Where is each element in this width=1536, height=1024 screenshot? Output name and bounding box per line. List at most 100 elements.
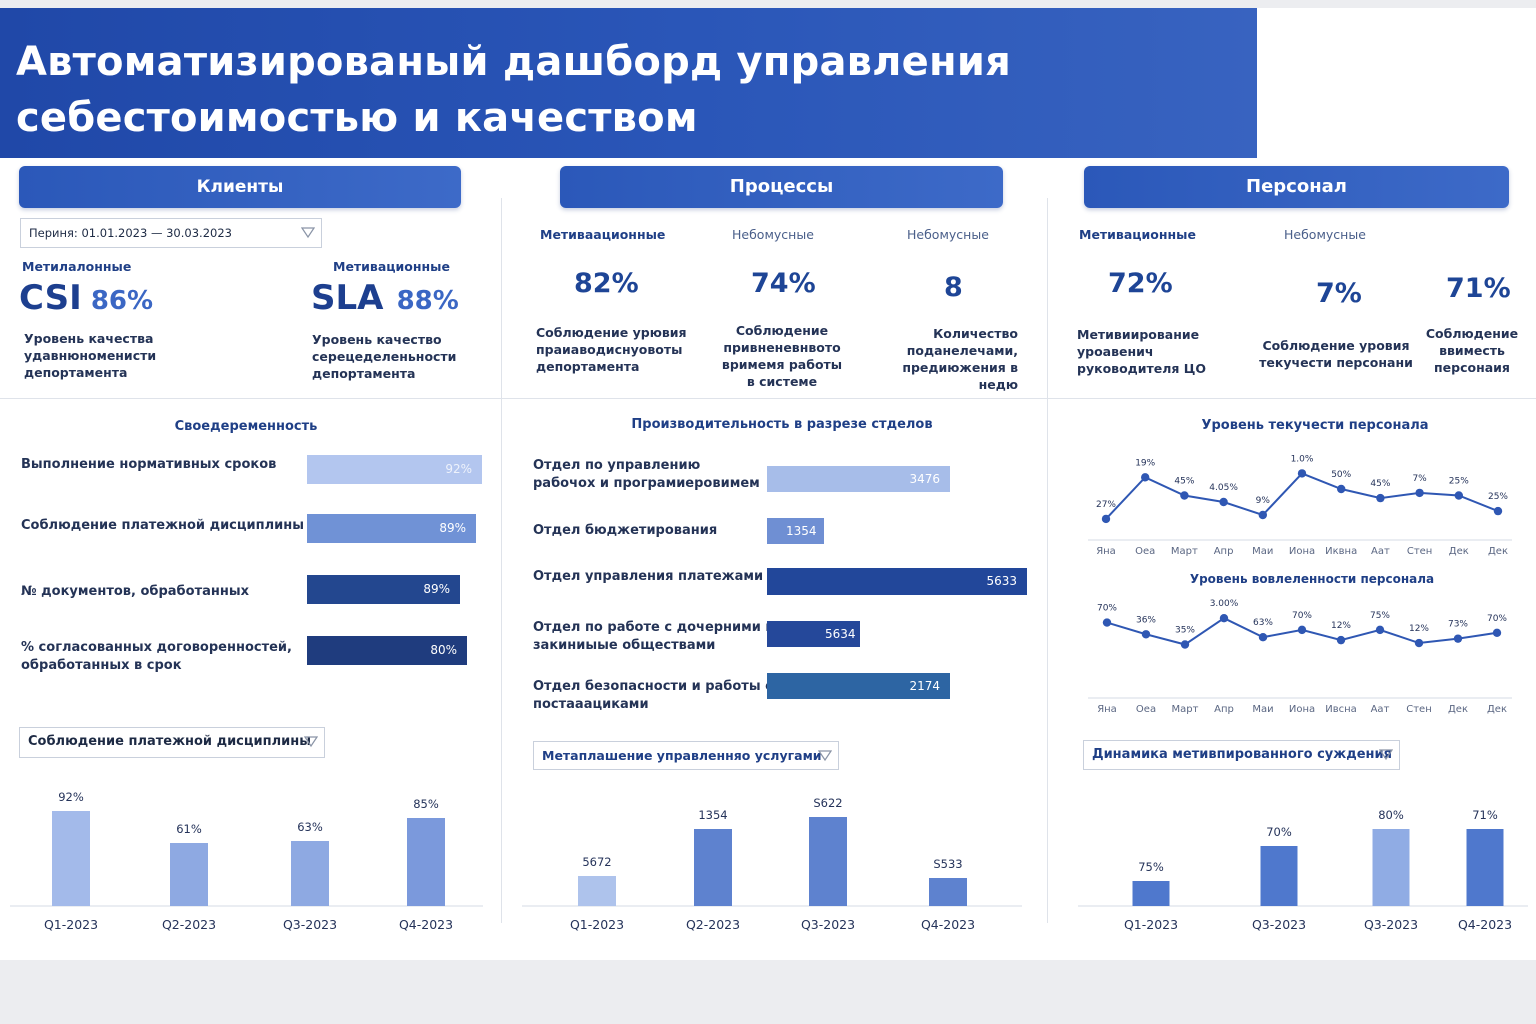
chevron-down-icon: [1379, 749, 1393, 761]
bar: [1260, 846, 1298, 906]
data-point: [1180, 491, 1189, 500]
x-tick-label: Q2-2023: [162, 917, 216, 932]
timeliness-bar: 89%: [307, 514, 476, 543]
staff-kpi3-value: 71%: [1446, 273, 1511, 304]
processes-kpi3-head: Небомусные: [907, 227, 989, 242]
timeliness-label: Выполнение нормативных сроков: [21, 457, 277, 472]
x-tick-label: Q1-2023: [44, 917, 98, 932]
data-point: [1492, 628, 1502, 637]
period-filter-dropdown[interactable]: Периня: 01.01.2023 — 30.03.2023: [20, 218, 322, 248]
engagement-title: Уровень вовлеленности персонала: [1189, 572, 1435, 586]
data-label: 25%: [1449, 477, 1469, 487]
data-point: [1297, 469, 1307, 478]
x-tick-label: Март: [1172, 704, 1199, 715]
csi-value: 86%: [90, 286, 154, 316]
column-header-staff[interactable]: Персонал: [1084, 166, 1509, 208]
x-tick-label: Q1-2023: [1124, 917, 1178, 932]
clients-quarterly-bar-chart: 92% Q1-2023 61% Q2-2023 63% Q3-2023 85% Q4-2023: [10, 790, 483, 932]
turnover-line-chart: 27% Яна 19% Оеа 45% Март 4.05% Апр 9% Маи 1.0% Иона…: [1088, 454, 1512, 557]
x-tick-label: Q3-2023: [1252, 917, 1306, 932]
data-point: [1415, 488, 1424, 498]
x-tick-label: Яна: [1096, 546, 1116, 557]
bar: [1372, 829, 1410, 906]
data-point: [1297, 625, 1307, 635]
bar-value-label: S533: [933, 857, 962, 871]
x-tick-label: Апр: [1214, 546, 1234, 557]
x-tick-label: Яна: [1097, 704, 1117, 715]
staff-kpi1-head: Метивационные: [1079, 227, 1196, 242]
timeliness-bar: 89%: [307, 575, 460, 604]
data-point: [1337, 484, 1346, 494]
data-label: 70%: [1292, 611, 1312, 621]
productivity-bar: 5634: [767, 621, 860, 647]
processes-kpi1-desc: Соблюдение урювия праиаводиснуовоты депорт…: [536, 325, 687, 374]
data-point: [1336, 635, 1346, 645]
bar: [291, 841, 329, 906]
x-tick-label: Дек: [1488, 546, 1508, 557]
x-tick-label: Маи: [1252, 546, 1273, 557]
staff-chart-dropdown-value: Динамика метивпированного суждения: [1092, 747, 1392, 762]
data-point: [1258, 632, 1268, 642]
x-tick-label: Март: [1171, 546, 1198, 557]
clients-chart-dropdown[interactable]: Соблюдение платежной дисциплины: [19, 727, 325, 758]
staff-quarterly-bar-chart: 75% Q1-2023 70% Q3-2023 80% Q3-2023 71% Q4-2023: [1078, 808, 1528, 932]
column-header-processes[interactable]: Процессы: [560, 166, 1003, 208]
timeliness-bar: 92%: [307, 455, 482, 484]
data-label: 50%: [1331, 470, 1351, 480]
data-label: 45%: [1370, 479, 1390, 489]
x-tick-label: Аат: [1371, 546, 1390, 557]
processes-chart-dropdown-value: Метаплашение управленняо услугами: [542, 748, 822, 763]
bar-value-label: 5672: [582, 855, 611, 869]
x-tick-label: Стен: [1406, 704, 1432, 715]
turnover-title: Уровень текучести персонала: [1201, 418, 1429, 433]
productivity-label: Отдел по управлению рабочох и програмиеро…: [533, 458, 760, 491]
productivity-bar: 3476: [767, 466, 950, 492]
x-tick-label: Иона: [1289, 546, 1315, 557]
clients-kpi1: CSI 86%: [19, 278, 153, 318]
clients-kpi1-desc: Уровень качества удавнюноменисти депортаме…: [24, 331, 157, 380]
productivity-label: Отдел управления платежами: [533, 569, 764, 584]
x-tick-label: Q3-2023: [1364, 917, 1418, 932]
csi-code: CSI: [19, 278, 82, 318]
data-point: [1258, 510, 1267, 520]
data-label: 7%: [1412, 474, 1427, 484]
data-label: 3.00%: [1210, 599, 1239, 609]
chevron-down-icon: [304, 736, 318, 748]
timeliness-label: № документов, обработанных: [21, 584, 249, 599]
data-label: 35%: [1175, 626, 1195, 636]
data-label: 73%: [1448, 620, 1468, 630]
processes-kpi1-value: 82%: [574, 268, 639, 299]
x-tick-label: Q4-2023: [399, 917, 453, 932]
column-divider: [1047, 198, 1048, 923]
productivity-bar: 5633: [767, 568, 1027, 595]
processes-kpi2-value: 74%: [751, 268, 816, 299]
data-label: 1.0%: [1291, 454, 1314, 464]
clients-kpi1-head: Метилалонные: [22, 259, 132, 274]
clients-chart-dropdown-value: Соблюдение платежной дисциплины: [28, 734, 311, 749]
x-tick-label: Q2-2023: [686, 917, 740, 932]
column-header-clients[interactable]: Клиенты: [19, 166, 461, 208]
x-tick-label: Оеа: [1135, 546, 1155, 557]
row-divider: [0, 398, 1536, 399]
data-label: 4.05%: [1209, 483, 1238, 493]
page-title: Автоматизированый дашборд управления себе…: [16, 39, 1011, 141]
staff-kpi2-value: 7%: [1316, 278, 1362, 309]
bar-value-label: 85%: [413, 797, 439, 811]
x-tick-label: Аат: [1371, 704, 1390, 715]
productivity-bar: 1354: [767, 518, 824, 544]
x-tick-label: Q4-2023: [921, 917, 975, 932]
processes-chart-dropdown[interactable]: Метаплашение управленняо услугами: [533, 741, 839, 770]
period-filter-value: Периня: 01.01.2023 — 30.03.2023: [29, 226, 232, 240]
x-tick-label: Q1-2023: [570, 917, 624, 932]
x-tick-label: Дек: [1448, 704, 1468, 715]
timeliness-bar: 80%: [307, 636, 467, 665]
x-tick-label: Оеа: [1136, 704, 1156, 715]
staff-kpi2-head: Небомусные: [1284, 227, 1366, 242]
bar: [407, 818, 445, 906]
staff-chart-dropdown[interactable]: Динамика метивпированного суждения: [1083, 740, 1400, 770]
processes-kpi2-desc: Соблюдение привненевнвото вримемя работы в …: [721, 323, 843, 389]
timeliness-label: Соблюдение платежной дисциплины: [21, 518, 304, 533]
chevron-down-icon: [301, 227, 315, 239]
x-tick-label: Ивсна: [1325, 704, 1357, 715]
x-tick-label: Дек: [1449, 546, 1469, 557]
